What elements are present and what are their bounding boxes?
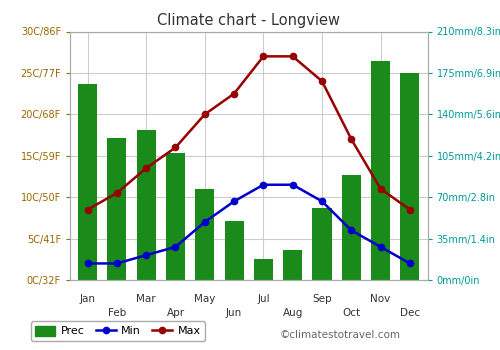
Bar [224, 221, 244, 280]
Bar [108, 138, 126, 280]
Text: Aug: Aug [282, 308, 303, 318]
Title: Climate chart - Longview: Climate chart - Longview [157, 13, 340, 28]
Bar [78, 84, 97, 280]
Bar [312, 208, 332, 280]
Text: May: May [194, 294, 216, 304]
Text: Feb: Feb [108, 308, 126, 318]
Text: Jul: Jul [257, 294, 270, 304]
Text: Nov: Nov [370, 294, 390, 304]
Bar [342, 175, 361, 280]
Bar [254, 259, 273, 280]
Text: Mar: Mar [136, 294, 156, 304]
Bar [166, 153, 185, 280]
Text: Apr: Apr [166, 308, 184, 318]
Text: ©climatestotravel.com: ©climatestotravel.com [280, 329, 401, 340]
Text: Jun: Jun [226, 308, 242, 318]
Bar [371, 61, 390, 280]
Bar [283, 250, 302, 280]
Bar [400, 73, 419, 280]
Text: Jan: Jan [80, 294, 96, 304]
Bar [136, 130, 156, 280]
Legend: Prec, Min, Max: Prec, Min, Max [30, 321, 205, 341]
Text: Sep: Sep [312, 294, 332, 304]
Text: Oct: Oct [342, 308, 360, 318]
Text: Dec: Dec [400, 308, 420, 318]
Bar [196, 189, 214, 280]
